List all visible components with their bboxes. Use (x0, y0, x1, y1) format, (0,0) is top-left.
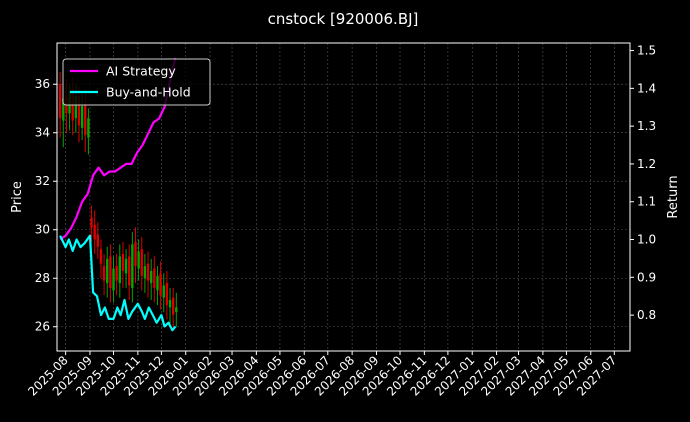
y-left-tick-label: 30 (35, 223, 50, 237)
y-axis-right-label: Return (666, 175, 681, 218)
candle-body (153, 268, 156, 288)
y-right-tick-label: 0.8 (637, 308, 656, 322)
candle-body (96, 234, 100, 247)
y-right-tick-label: 1.4 (637, 81, 656, 95)
legend-label: AI Strategy (106, 64, 176, 79)
y-right-tick-label: 1.2 (637, 157, 656, 171)
candle-body (90, 217, 93, 228)
candle-body (102, 266, 106, 281)
legend-box (62, 58, 211, 106)
candle-body (149, 270, 153, 284)
candle-body (165, 283, 169, 305)
candle-body (121, 253, 125, 271)
candle-body (175, 307, 178, 313)
y-left-tick-label: 28 (35, 271, 50, 285)
candle-body (112, 268, 115, 291)
candle-body (80, 106, 84, 128)
candle-body (156, 275, 159, 291)
candle-body (146, 263, 150, 281)
candle-body (106, 258, 109, 284)
candle-body (171, 297, 175, 315)
legend: AI Strategy Buy-and-Hold (62, 58, 211, 106)
y-right-tick-label: 1.3 (637, 119, 656, 133)
candle-body (93, 224, 96, 240)
y-left-tick-label: 34 (35, 126, 50, 140)
series-lines (59, 57, 177, 332)
y-left-tick-label: 32 (35, 174, 50, 188)
y-right-tick-label: 1.0 (637, 233, 656, 247)
candle-body (159, 273, 162, 296)
candle-body (99, 249, 103, 264)
series-line-ai-strategy (59, 57, 177, 241)
candle-body (128, 256, 131, 286)
candle-body (74, 96, 78, 119)
y-left-tick-label: 36 (35, 77, 50, 91)
y-right-tick-label: 0.9 (637, 270, 656, 284)
y-right-tick-label: 1.1 (637, 195, 656, 209)
candle-body (134, 241, 137, 267)
candlesticks (58, 72, 178, 330)
grid (57, 43, 630, 351)
y-right-tick-label: 1.5 (637, 44, 656, 58)
candle-body (137, 251, 140, 269)
candle-body (124, 258, 128, 274)
chart-title: cnstock [920006.BJ] (268, 10, 419, 28)
candle-body (77, 96, 81, 126)
candle-body (131, 244, 134, 288)
candle-body (58, 84, 62, 119)
candle-body (162, 285, 165, 298)
series-line-buy-and-hold (59, 234, 177, 332)
candle-body (168, 300, 172, 308)
candle-body (87, 118, 90, 138)
candle-body (62, 98, 65, 121)
candle-body (143, 266, 147, 279)
y-left-tick-label: 26 (35, 320, 50, 334)
y-axis-left-label: Price (10, 181, 25, 213)
legend-label: Buy-and-Hold (106, 85, 191, 100)
candle-body (140, 249, 143, 276)
candle-body (118, 256, 121, 284)
candle-body (115, 266, 118, 281)
candle-body (109, 256, 112, 288)
candle-body (84, 103, 87, 136)
plot-frame (56, 42, 631, 352)
